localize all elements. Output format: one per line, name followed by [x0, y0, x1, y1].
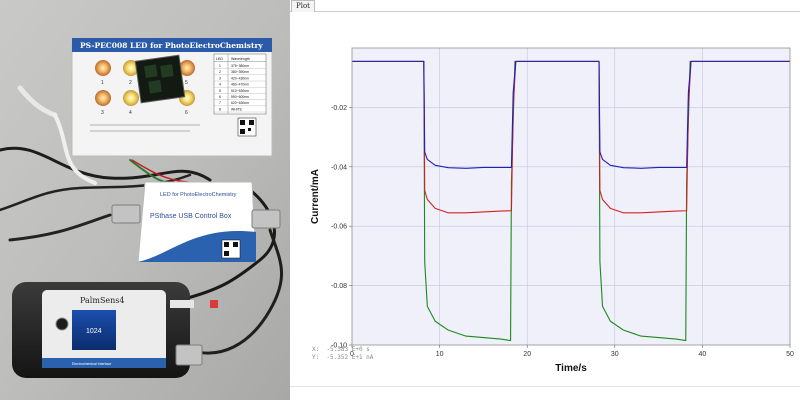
table-cell-led: 7: [219, 101, 221, 105]
table-cell-wavelength: 590~600nm: [231, 95, 249, 99]
setup-photo: PS-PEC008 LED for PhotoElectroChemistry …: [0, 0, 290, 400]
tab-plot[interactable]: Plot: [291, 0, 315, 12]
led-2-icon: [123, 60, 139, 76]
table-cell-wavelength: 380~390nm: [231, 70, 249, 74]
table-cell-led: 4: [219, 83, 221, 87]
led-1-icon: [95, 60, 111, 76]
device-subtitle: Electrochemical Interface: [72, 362, 111, 366]
table-cell-wavelength: 460~470nm: [231, 83, 249, 87]
plot-window: Plot 0 10 20 30 40 50 -0.02 -0.04 -0.06 -0.08 -0.1…: [290, 0, 800, 400]
led-number: 2: [129, 80, 132, 86]
usb-control-box: LED for PhotoElectroChemistry PSthase US…: [111, 181, 281, 263]
table-cell-wavelength: 510~530nm: [231, 89, 249, 93]
plot-background: [352, 48, 790, 345]
table-cell-wavelength: 420~430nm: [231, 76, 249, 80]
current-time-chart[interactable]: 0 10 20 30 40 50 -0.02 -0.04 -0.06 -0.08 -0.10 Tim…: [290, 13, 800, 383]
led-board-title: PS-PEC008 LED for PhotoElectroChemistry: [80, 41, 263, 50]
device-name: PalmSens4: [80, 296, 125, 305]
x-axis-label: Time/s: [555, 363, 587, 374]
y-tick-label: -0.10: [331, 343, 347, 350]
table-cell-led: 3: [219, 76, 221, 80]
y-tick-label: -0.08: [331, 283, 347, 290]
led-5-icon: [179, 60, 195, 76]
x-tick-label: 40: [699, 351, 707, 358]
table-cell-led: 8: [219, 107, 221, 111]
power-button-icon: [55, 317, 69, 331]
led-number: 1: [101, 80, 104, 86]
chart-area[interactable]: 0 10 20 30 40 50 -0.02 -0.04 -0.06 -0.08 -0.10 Tim…: [290, 13, 800, 383]
led-3-icon: [95, 90, 111, 106]
tab-bar: Plot: [290, 0, 800, 12]
table-header-wavelength: Wavelength: [231, 57, 250, 61]
db9-connector-icon: [251, 209, 281, 229]
table-header-led: LED: [216, 57, 223, 61]
y-tick-label: -0.04: [331, 164, 347, 171]
palmsens-device: PalmSens4 1024 Electrochemical Interface: [12, 282, 218, 378]
led-number: 4: [129, 110, 132, 116]
control-box-title: LED for PhotoElectroChemistry: [160, 192, 237, 198]
y-tick-label: -0.02: [331, 105, 347, 112]
table-cell-led: 1: [219, 64, 221, 68]
device-screen-text: 1024: [86, 328, 102, 335]
status-strip: [290, 386, 800, 400]
x-tick-label: 10: [436, 351, 444, 358]
readout-y: Y: -5.352 E+1 nA: [312, 354, 374, 361]
table-cell-led: 5: [219, 89, 221, 93]
device-screen: [72, 310, 116, 350]
led-number: 5: [185, 80, 188, 86]
x-tick-label: 0: [350, 351, 354, 358]
wavelength-table: LED Wavelength 1 375~380nm 2 380~390nm 3 420~…: [213, 53, 267, 115]
db9-connector-icon: [175, 344, 203, 366]
table-cell-wavelength: 375~380nm: [231, 64, 249, 68]
led-4-icon: [123, 90, 139, 106]
db9-connector-icon: [111, 204, 141, 224]
y-axis-label: Current/mA: [310, 169, 321, 224]
table-cell-led: 2: [219, 70, 221, 74]
table-cell-led: 6: [219, 95, 221, 99]
photoelectrode-cell: [134, 54, 186, 104]
x-tick-label: 30: [611, 351, 619, 358]
plot-frame: [351, 47, 791, 346]
led-board: PS-PEC008 LED for PhotoElectroChemistry …: [71, 38, 273, 157]
x-tick-label: 50: [786, 351, 794, 358]
table-cell-wavelength: 620~630nm: [231, 101, 249, 105]
x-tick-label: 20: [523, 351, 531, 358]
led-number: 3: [101, 110, 104, 116]
table-cell-wavelength: WHITE: [231, 107, 243, 111]
control-box-name: PSthase USB Control Box: [150, 213, 232, 220]
readout-x: X: -5.383 E+0 s: [312, 346, 370, 353]
y-tick-label: -0.06: [331, 224, 347, 231]
cursor-readout: X: -5.383 E+0 s Y: -5.352 E+1 nA: [312, 346, 373, 362]
led-number: 6: [185, 110, 188, 116]
series-line-3: [352, 60, 790, 169]
